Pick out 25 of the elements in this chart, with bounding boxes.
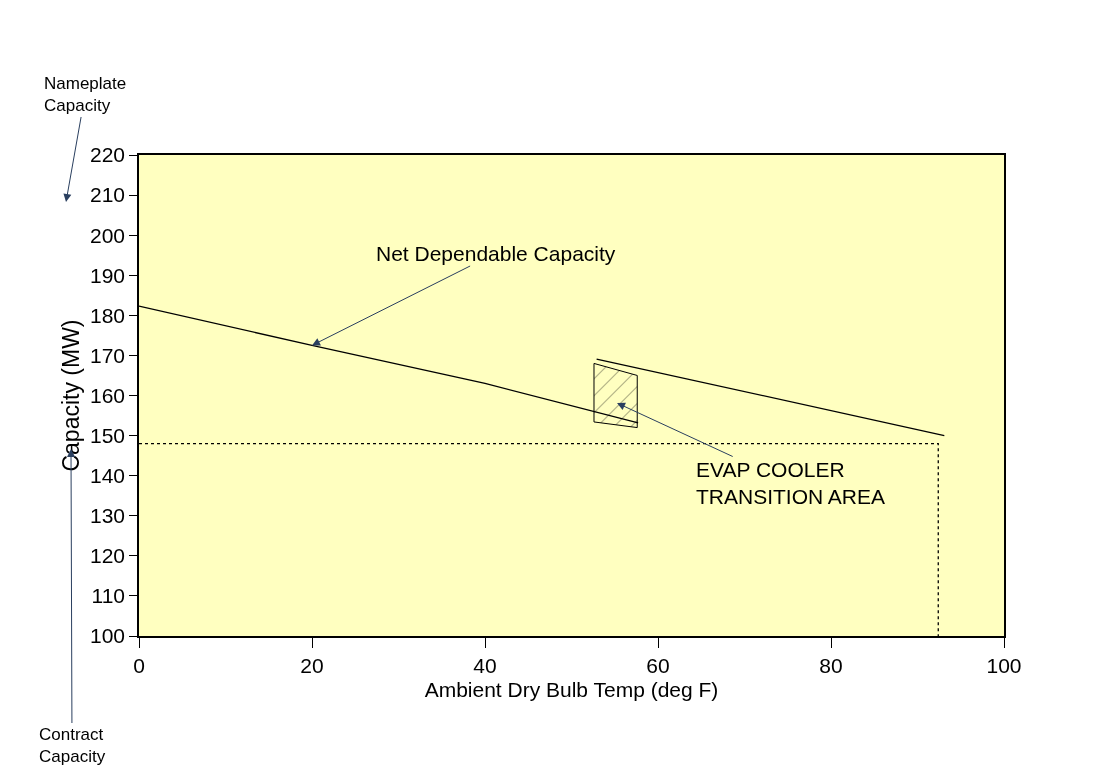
y-tick-label: 200 [90,223,126,247]
x-tick-label: 80 [819,653,843,677]
y-tick-label: 180 [90,303,126,327]
annotation: EVAP COOLER TRANSITION AREA [696,458,886,509]
x-tick-label: 0 [133,653,145,677]
text: Contract Capacity [39,725,106,767]
y-tick-label: 150 [90,423,126,447]
x-axis-title: Ambient Dry Bulb Temp (deg F) [424,677,719,701]
y-tick-label: 110 [91,584,126,608]
y-axis-title: Capacity (MW) [57,319,84,472]
x-tick-label: 60 [646,653,670,677]
y-tick-label: 130 [90,504,126,528]
y-tick-label: 160 [90,383,126,407]
x-tick-label: 40 [473,653,497,677]
x-tick-label: 100 [986,653,1022,677]
y-tick-label: 170 [90,343,126,367]
y-tick-label: 140 [90,464,126,488]
y-tick-label: 190 [90,263,126,287]
y-tick-label: 100 [90,624,126,648]
y-tick-label: 220 [90,143,126,167]
y-tick-label: 120 [90,544,126,568]
annotation: Net Dependable Capacity [376,242,616,265]
text: Nameplate Capacity [44,74,127,116]
y-tick-label: 210 [90,183,126,207]
x-tick-label: 20 [300,653,324,677]
